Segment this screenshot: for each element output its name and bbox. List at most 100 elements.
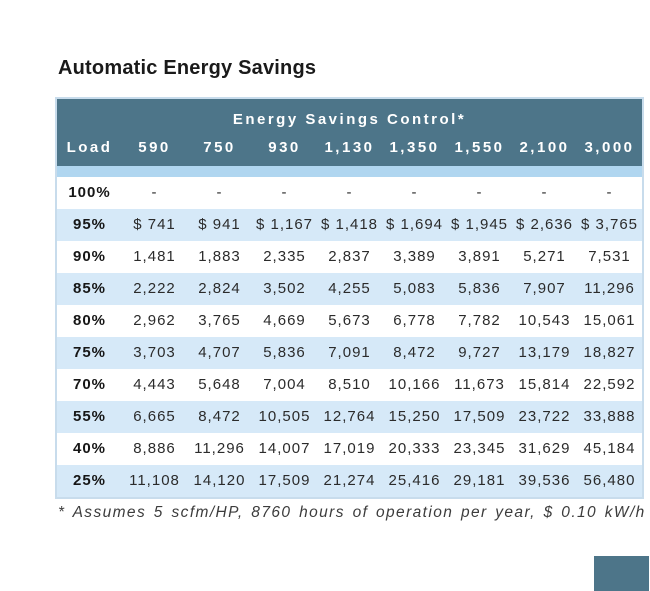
value-cell: 5,271 xyxy=(523,248,566,265)
column-header-2100: 2,100 xyxy=(519,139,570,156)
value-cell: 5,648 xyxy=(198,376,241,393)
value-cell: 3,502 xyxy=(263,280,306,297)
table-row-80: 80% 2,962 3,765 4,669 5,673 6,778 7,782 10,543 1… xyxy=(57,305,642,337)
value-cell: 4,707 xyxy=(198,344,241,361)
table-row-90: 90% 1,481 1,883 2,335 2,837 3,389 3,891 5,271 7,… xyxy=(57,241,642,273)
value-cell: 17,509 xyxy=(258,472,311,489)
value-cell: 1,883 xyxy=(198,248,241,265)
value-cell: 7,782 xyxy=(458,312,501,329)
value-cell: 2,222 xyxy=(133,280,176,297)
value-cell: $ 1,418 xyxy=(320,216,379,233)
value-cell: 1,481 xyxy=(133,248,176,265)
value-cell: 17,019 xyxy=(323,440,376,457)
load-cell: 70% xyxy=(72,376,107,393)
value-cell: 7,004 xyxy=(263,376,306,393)
column-header-590: 590 xyxy=(138,139,171,156)
table-column-header-row: Load 590 750 930 1,130 1,350 1,550 2,100 3,000 xyxy=(57,132,642,166)
value-cell: 6,665 xyxy=(133,408,176,425)
column-header-1130: 1,130 xyxy=(324,139,375,156)
value-cell: - xyxy=(216,184,223,201)
value-cell: $ 1,694 xyxy=(385,216,444,233)
value-cell: 13,179 xyxy=(518,344,571,361)
value-cell: 2,962 xyxy=(133,312,176,329)
value-cell: 20,333 xyxy=(388,440,441,457)
value-cell: - xyxy=(541,184,548,201)
table-row-70: 70% 4,443 5,648 7,004 8,510 10,166 11,673 15,81… xyxy=(57,369,642,401)
load-cell: 55% xyxy=(72,408,107,425)
value-cell: - xyxy=(151,184,158,201)
value-cell: - xyxy=(606,184,613,201)
column-header-3000: 3,000 xyxy=(584,139,635,156)
value-cell: $ 941 xyxy=(198,216,241,233)
value-cell: 5,673 xyxy=(328,312,371,329)
value-cell: 23,722 xyxy=(518,408,571,425)
value-cell: 15,250 xyxy=(388,408,441,425)
value-cell: - xyxy=(346,184,353,201)
value-cell: - xyxy=(476,184,483,201)
table-row-100: 100% - - - - - - - - xyxy=(57,177,642,209)
value-cell: 5,836 xyxy=(458,280,501,297)
value-cell: 2,837 xyxy=(328,248,371,265)
load-cell: 90% xyxy=(72,248,107,265)
value-cell: 3,891 xyxy=(458,248,501,265)
column-header-1350: 1,350 xyxy=(389,139,440,156)
table-row-95: 95% $ 741 $ 941 $ 1,167 $ 1,418 $ 1,694 $ 1,94… xyxy=(57,209,642,241)
load-cell: 100% xyxy=(68,184,111,201)
value-cell: 18,827 xyxy=(583,344,636,361)
value-cell: 10,543 xyxy=(518,312,571,329)
value-cell: 6,778 xyxy=(393,312,436,329)
value-cell: $ 1,167 xyxy=(255,216,314,233)
decorative-teal-square xyxy=(594,556,649,591)
value-cell: 29,181 xyxy=(453,472,506,489)
value-cell: 8,886 xyxy=(133,440,176,457)
load-cell: 75% xyxy=(72,344,107,361)
table-body: 100% - - - - - - - - 95% $ 741 $ 941 $ 1,167 $ 1,418 $… xyxy=(57,177,642,497)
value-cell: 56,480 xyxy=(583,472,636,489)
value-cell: 8,510 xyxy=(328,376,371,393)
value-cell: 7,907 xyxy=(523,280,566,297)
value-cell: 15,061 xyxy=(583,312,636,329)
table-spacer-band xyxy=(57,166,642,177)
column-header-930: 930 xyxy=(268,139,301,156)
page-title: Automatic Energy Savings xyxy=(58,57,317,79)
value-cell: 45,184 xyxy=(583,440,636,457)
value-cell: 17,509 xyxy=(453,408,506,425)
load-cell: 40% xyxy=(72,440,107,457)
value-cell: 12,764 xyxy=(323,408,376,425)
table-row-25: 25% 11,108 14,120 17,509 21,274 25,416 29,181 3… xyxy=(57,465,642,497)
value-cell: 11,108 xyxy=(129,472,180,489)
load-cell: 95% xyxy=(72,216,107,233)
footnote: * Assumes 5 scfm/HP, 8760 hours of opera… xyxy=(58,504,646,521)
value-cell: 11,673 xyxy=(454,376,505,393)
value-cell: 8,472 xyxy=(198,408,241,425)
value-cell: 3,703 xyxy=(133,344,176,361)
value-cell: 5,836 xyxy=(263,344,306,361)
load-cell: 25% xyxy=(72,472,107,489)
table-row-40: 40% 8,886 11,296 14,007 17,019 20,333 23,345 31… xyxy=(57,433,642,465)
value-cell: $ 741 xyxy=(133,216,176,233)
load-cell: 85% xyxy=(72,280,107,297)
value-cell: 14,120 xyxy=(193,472,246,489)
column-header-750: 750 xyxy=(203,139,236,156)
value-cell: 23,345 xyxy=(453,440,506,457)
value-cell: 4,669 xyxy=(263,312,306,329)
value-cell: 15,814 xyxy=(518,376,571,393)
value-cell: 5,083 xyxy=(393,280,436,297)
value-cell: 2,335 xyxy=(263,248,306,265)
value-cell: 11,296 xyxy=(584,280,635,297)
value-cell: 39,536 xyxy=(518,472,571,489)
load-cell: 80% xyxy=(72,312,107,329)
energy-savings-table: Energy Savings Control* Load 590 750 930 1,1… xyxy=(55,97,644,499)
table-group-header: Energy Savings Control* xyxy=(57,99,642,132)
value-cell: 14,007 xyxy=(258,440,311,457)
value-cell: 3,389 xyxy=(393,248,436,265)
value-cell: 21,274 xyxy=(323,472,376,489)
value-cell: - xyxy=(411,184,418,201)
value-cell: $ 3,765 xyxy=(580,216,639,233)
value-cell: 31,629 xyxy=(518,440,571,457)
column-header-1550: 1,550 xyxy=(454,139,505,156)
value-cell: $ 2,636 xyxy=(515,216,574,233)
table-row-85: 85% 2,222 2,824 3,502 4,255 5,083 5,836 7,907 11… xyxy=(57,273,642,305)
value-cell: 7,531 xyxy=(588,248,631,265)
